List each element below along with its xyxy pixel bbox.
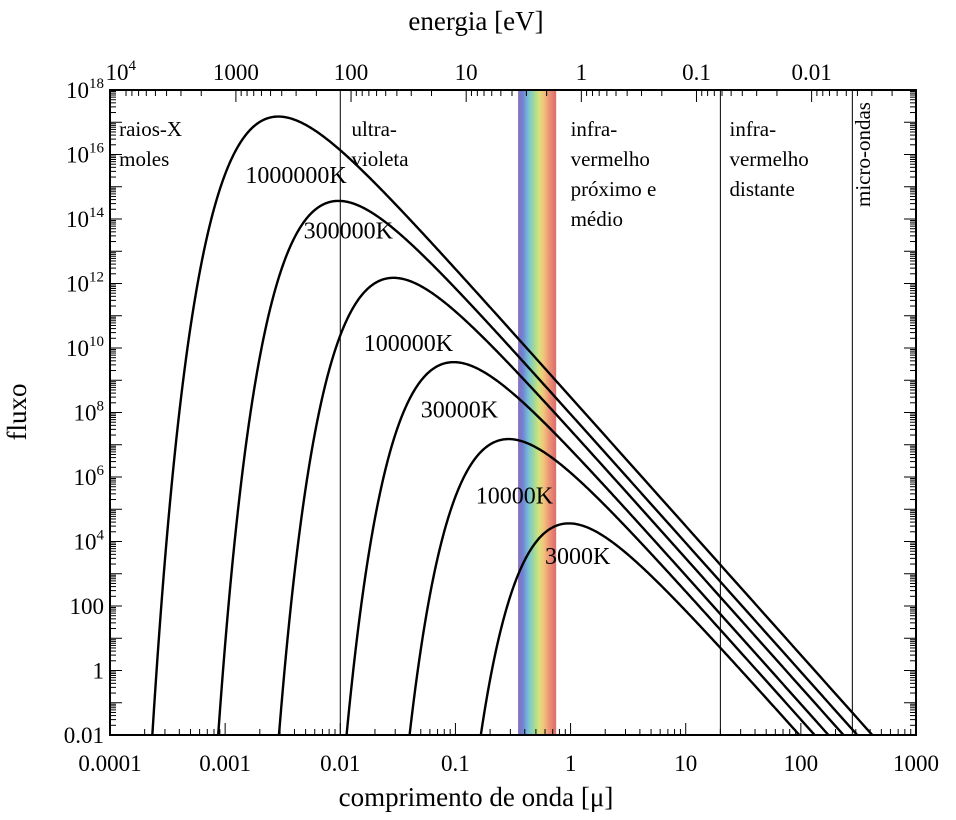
blackbody-curve-line — [345, 360, 831, 735]
x-tick-label: 0.0001 — [78, 751, 141, 776]
region-label-line: distante — [729, 177, 794, 201]
blackbody-curve-line — [216, 199, 859, 735]
region-label: ultra-violeta — [351, 117, 409, 171]
y-tick-label: 1010 — [66, 334, 104, 361]
y-tick-label: 106 — [74, 463, 105, 490]
region-label-line: ultra- — [351, 117, 396, 141]
visible-light-band-layer — [518, 90, 557, 735]
y-tick-label: 108 — [74, 399, 105, 426]
curve-temperature-label: 30000K — [421, 397, 499, 423]
region-labels: raios-X moles ultra-violeta infra-vermelho p… — [119, 102, 875, 231]
y-tick-label: 1016 — [66, 141, 105, 168]
x-tick-label: 100 — [784, 751, 819, 776]
plot-frame — [109, 89, 917, 736]
region-label-line: moles — [119, 147, 169, 171]
region-label: infra-vermelho distante — [729, 117, 808, 201]
curve-temperature-labels: 1000000K 300000K 100000K 30000K 10000K 3000K — [245, 163, 611, 570]
top-tick-label: 1 — [576, 60, 588, 85]
region-label: infra-vermelho próximo e médio — [571, 117, 657, 231]
curve-temperature-label: 300000K — [304, 218, 394, 244]
top-axis-title: energia [eV] — [408, 6, 543, 36]
top-tick-label: 100 — [334, 60, 369, 85]
blackbody-curve-line — [151, 115, 874, 735]
region-dividers — [339, 90, 853, 735]
region-label-line: violeta — [351, 147, 409, 171]
curve-temperature-label: 100000K — [364, 331, 454, 357]
top-tick-label: 1000 — [213, 60, 259, 85]
top-tick-label: 0.01 — [791, 60, 831, 85]
region-label-line: vermelho — [729, 147, 808, 171]
x-tick-label: 10 — [674, 751, 697, 776]
region-label-line: raios-X — [119, 117, 182, 141]
blackbody-curve-line — [408, 437, 817, 735]
axis-ticks: 0.0001 0.001 0.01 0.1 1 10 100 10000.0111001041… — [64, 58, 939, 776]
x-tick-label: 1 — [565, 751, 577, 776]
region-label-line: infra- — [571, 117, 618, 141]
curve-temperature-label: 3000K — [545, 544, 611, 570]
y-tick-label: 104 — [74, 528, 105, 555]
top-tick-label: 0.1 — [682, 60, 711, 85]
y-tick-label: 1014 — [66, 205, 105, 232]
y-tick-label: 1012 — [66, 270, 104, 297]
y-tick-label: 100 — [70, 594, 105, 619]
region-label: raios-X moles — [119, 117, 182, 171]
x-axis-title: comprimento de onda [μ] — [339, 782, 614, 812]
region-label-line: próximo e — [571, 177, 657, 201]
region-label-line: vermelho — [571, 147, 650, 171]
blackbody-curves — [151, 115, 874, 735]
top-tick-label: 10 — [455, 60, 478, 85]
x-tick-label: 0.01 — [320, 751, 360, 776]
top-tick-label: 104 — [106, 58, 137, 85]
blackbody-curve-line — [479, 522, 801, 735]
region-label-line: infra- — [729, 117, 776, 141]
blackbody-curve-line — [277, 276, 846, 735]
region-label-line: médio — [571, 207, 624, 231]
curve-temperature-label: 10000K — [476, 484, 554, 510]
y-axis-title: fluxo — [2, 384, 32, 441]
x-tick-label: 1000 — [893, 751, 939, 776]
y-tick-label: 0.01 — [64, 723, 104, 748]
visible-spectrum-band — [518, 90, 557, 735]
y-tick-label: 1018 — [66, 76, 104, 103]
x-tick-label: 0.1 — [441, 751, 470, 776]
curve-temperature-label: 1000000K — [245, 163, 347, 189]
y-tick-label: 1 — [93, 659, 105, 684]
x-tick-label: 0.001 — [199, 751, 251, 776]
region-label: micro-ondas — [851, 102, 875, 207]
